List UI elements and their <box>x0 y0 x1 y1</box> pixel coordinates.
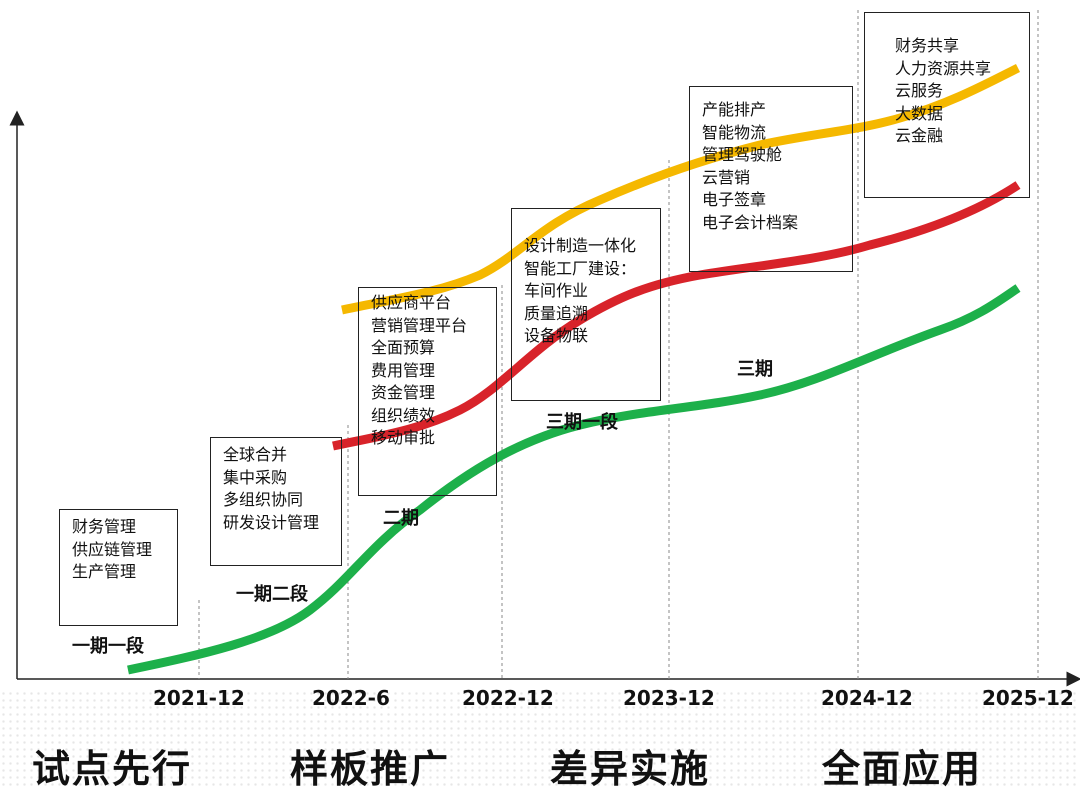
stage-label-phase1-stage2: 一期二段 <box>236 584 308 605</box>
box-phase1-stage2: 全球合并 集中采购 多组织协同 研发设计管理 <box>210 437 342 566</box>
date-label: 2023-12 <box>623 686 715 710</box>
box-item: 全球合并 <box>223 445 288 464</box>
box-item: 设计制造一体化 <box>524 236 637 255</box>
box-item: 研发设计管理 <box>223 512 320 532</box>
green-curve <box>127 284 1021 675</box>
stage-label-phase2: 二期 <box>383 508 419 529</box>
date-label: 2024-12 <box>821 686 913 710</box>
phase-title: 全面应用 <box>822 747 983 791</box>
box-item: 多组织协同 <box>223 490 304 509</box>
stage-label-phase3: 三期 <box>737 359 773 380</box>
box-item: 财务共享 <box>895 36 960 55</box>
box-phase2: 供应商平台 营销管理平台 全面预算 费用管理 资金管理 组织绩效 移动审批 <box>358 287 497 496</box>
box-item: 管理驾驶舱 <box>702 145 783 164</box>
phase-title: 差异实施 <box>550 747 711 791</box>
box-item: 全面预算 <box>371 338 436 357</box>
box-item: 智能物流 <box>702 122 767 142</box>
box-item: 产能排产 <box>702 100 767 119</box>
box-item: 云服务 <box>895 81 944 100</box>
box-item: 财务管理 <box>72 517 137 536</box>
box-item: 质量追溯 <box>524 303 589 323</box>
box-phase3-stage1: 设计制造一体化 智能工厂建设： 车间作业 质量追溯 设备物联 <box>511 208 661 401</box>
box-item: 云营销 <box>702 167 751 187</box>
box-item: 供应商平台 <box>371 293 452 312</box>
box-item: 组织绩效 <box>371 405 436 425</box>
box-item: 智能工厂建设： <box>524 258 637 278</box>
box-item: 资金管理 <box>371 383 436 402</box>
box-item: 生产管理 <box>72 562 137 581</box>
box-full-application: 财务共享 人力资源共享 云服务 大数据 云金融 <box>864 12 1030 198</box>
date-label: 2021-12 <box>153 686 245 710</box>
box-item: 营销管理平台 <box>371 315 468 335</box>
box-item: 云金融 <box>895 126 944 145</box>
phase-title: 样板推广 <box>290 747 451 791</box>
box-item: 电子签章 <box>702 190 767 209</box>
date-label: 2025-12 <box>982 686 1074 710</box>
date-label: 2022-12 <box>462 686 554 710</box>
box-item: 车间作业 <box>524 281 589 300</box>
yellow-curve <box>341 63 1021 315</box>
box-item: 集中采购 <box>223 467 288 487</box>
box-phase1-stage1: 财务管理 供应链管理 生产管理 <box>59 509 178 626</box>
box-item: 供应链管理 <box>72 539 153 559</box>
box-item: 人力资源共享 <box>895 58 992 78</box>
box-item: 费用管理 <box>371 360 436 380</box>
phase-title: 试点先行 <box>32 747 193 791</box>
box-item: 电子会计档案 <box>702 212 799 232</box>
stage-label-phase1-stage1: 一期一段 <box>72 636 144 657</box>
box-item: 设备物联 <box>524 326 589 345</box>
box-phase3: 产能排产 智能物流 管理驾驶舱 云营销 电子签章 电子会计档案 <box>689 86 853 272</box>
dotted-background <box>0 690 1080 789</box>
red-curve <box>332 181 1021 451</box>
box-item: 移动审批 <box>371 428 436 447</box>
stage-label-phase3-stage1: 三期一段 <box>546 412 618 433</box>
box-item: 大数据 <box>895 103 944 123</box>
date-label: 2022-6 <box>312 686 390 710</box>
